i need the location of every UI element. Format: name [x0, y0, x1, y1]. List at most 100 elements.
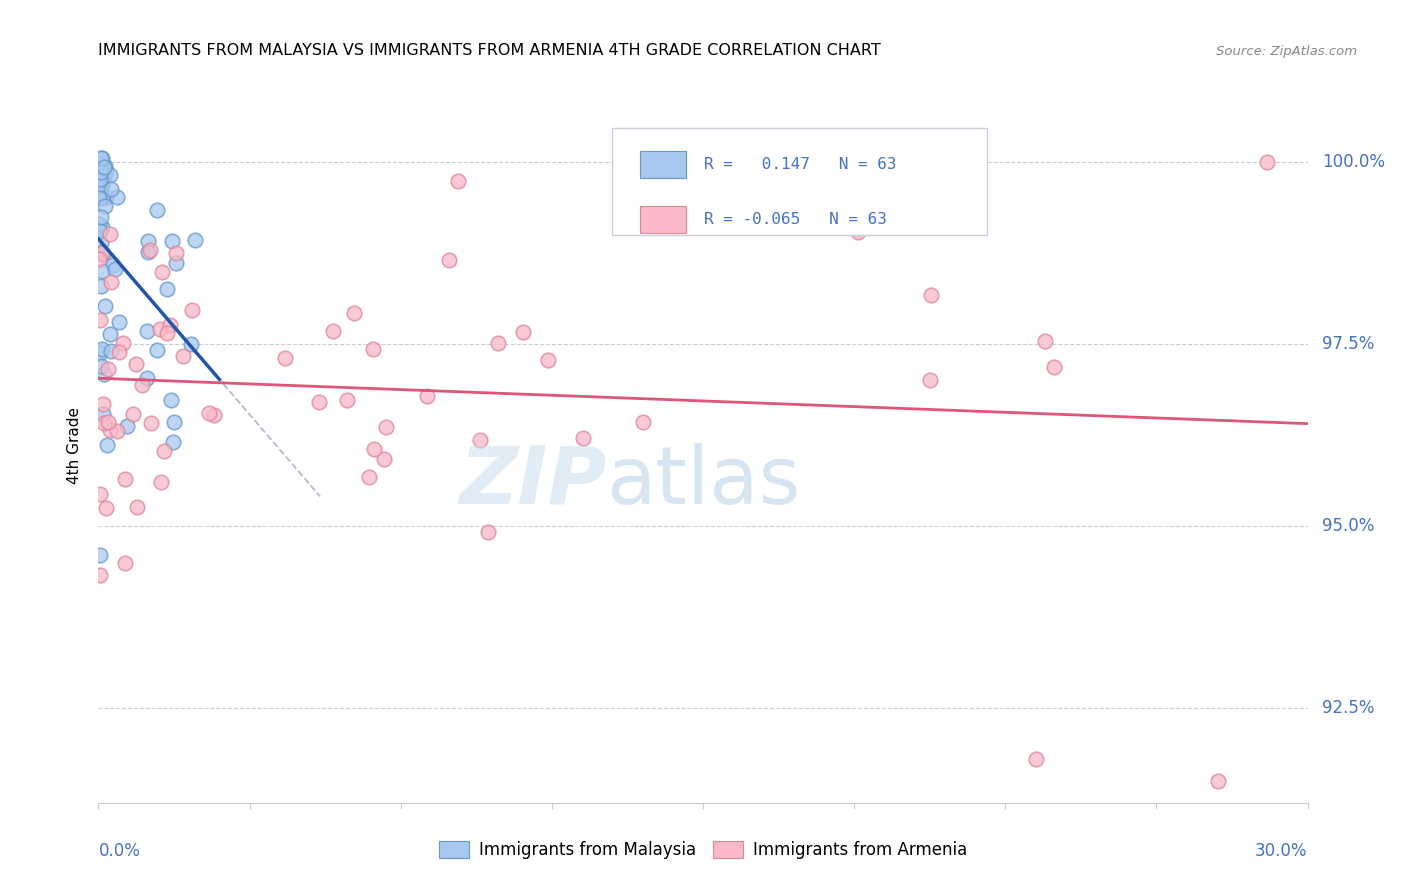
Point [94, 299, 117, 313]
Point [127, 500, 149, 514]
Point [90, 164, 112, 178]
Point [94, 190, 117, 204]
Point [146, 343, 169, 357]
Point [104, 262, 127, 277]
Point [89, 224, 111, 238]
Point [136, 371, 159, 385]
Point [90, 152, 112, 166]
Point [447, 174, 470, 188]
Point [89, 178, 111, 193]
Point [322, 324, 344, 338]
Point [361, 342, 384, 356]
Point [159, 318, 181, 333]
Point [633, 415, 655, 429]
FancyBboxPatch shape [612, 128, 987, 235]
Point [439, 252, 461, 267]
Point [90, 279, 112, 293]
Point [180, 336, 202, 351]
Point [131, 377, 153, 392]
Point [152, 265, 174, 279]
Bar [640, 205, 686, 233]
Point [918, 373, 941, 387]
Text: 30.0%: 30.0% [1256, 842, 1308, 860]
Point [87, 217, 110, 231]
Point [91, 246, 114, 260]
Legend: Immigrants from Malaysia, Immigrants from Armenia: Immigrants from Malaysia, Immigrants fro… [432, 834, 974, 866]
Point [90, 190, 112, 204]
Point [93, 170, 115, 185]
Point [920, 288, 942, 302]
Point [139, 417, 162, 431]
Point [90, 174, 112, 188]
Point [163, 415, 186, 429]
Point [477, 524, 499, 539]
Point [198, 406, 221, 420]
Point [150, 475, 173, 490]
Point [89, 346, 111, 360]
Point [165, 256, 187, 270]
Point [90, 244, 112, 259]
Point [486, 336, 509, 351]
Point [91, 152, 114, 166]
Point [308, 395, 330, 409]
Text: 0.0%: 0.0% [98, 842, 141, 860]
Point [91, 407, 114, 421]
Text: 92.5%: 92.5% [1322, 699, 1375, 717]
Point [90, 152, 112, 166]
Point [90, 236, 112, 251]
Point [90, 177, 112, 191]
Point [136, 324, 159, 338]
Point [89, 312, 111, 326]
Point [572, 431, 595, 445]
Point [359, 470, 381, 484]
Point [100, 344, 122, 359]
Point [1033, 334, 1056, 349]
Point [363, 442, 385, 456]
Point [153, 444, 176, 458]
Point [343, 306, 366, 320]
Point [96, 163, 118, 178]
Point [336, 393, 359, 408]
Y-axis label: 4th Grade: 4th Grade [67, 408, 83, 484]
Point [97, 415, 120, 429]
Point [97, 361, 120, 376]
Point [93, 397, 115, 411]
Point [162, 435, 184, 450]
Point [89, 172, 111, 186]
Text: 95.0%: 95.0% [1322, 517, 1375, 535]
Point [89, 568, 111, 582]
Point [1256, 155, 1278, 169]
Point [98, 168, 121, 182]
Point [91, 191, 114, 205]
Point [274, 351, 297, 365]
Point [114, 472, 136, 486]
Point [100, 182, 122, 196]
Text: R =   0.147   N = 63: R = 0.147 N = 63 [704, 157, 897, 171]
Point [373, 451, 395, 466]
Point [374, 420, 396, 434]
Point [115, 419, 138, 434]
Point [94, 199, 117, 213]
Point [470, 433, 492, 447]
Point [89, 153, 111, 168]
Point [156, 326, 179, 340]
Point [87, 191, 110, 205]
Text: atlas: atlas [606, 442, 800, 521]
Point [160, 393, 183, 408]
Point [87, 252, 110, 266]
Point [139, 244, 162, 258]
Point [136, 244, 159, 259]
Point [162, 234, 184, 248]
Point [90, 210, 112, 224]
Point [202, 408, 225, 422]
Point [89, 487, 111, 501]
Point [90, 180, 112, 194]
Point [98, 227, 121, 241]
Text: 100.0%: 100.0% [1322, 153, 1385, 171]
Point [96, 438, 118, 452]
Point [136, 234, 159, 248]
Point [91, 219, 114, 234]
Text: R = -0.065   N = 63: R = -0.065 N = 63 [704, 211, 887, 227]
Point [165, 245, 187, 260]
Point [89, 359, 111, 374]
